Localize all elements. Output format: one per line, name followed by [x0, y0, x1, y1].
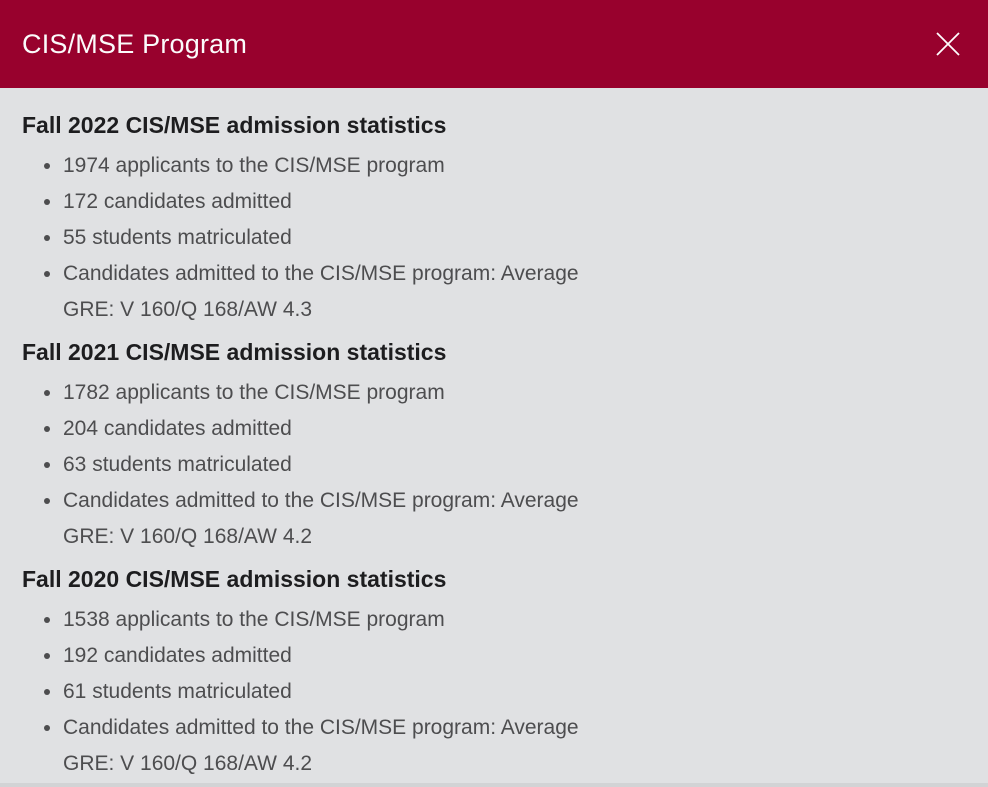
stat-applicants: 1974 applicants to the CIS/MSE program: [63, 148, 966, 184]
section-heading: Fall 2021 CIS/MSE admission statistics: [22, 339, 447, 365]
stat-matriculated: 63 students matriculated: [63, 447, 966, 483]
stat-list: 1782 applicants to the CIS/MSE program 2…: [22, 375, 966, 555]
stat-gre: Candidates admitted to the CIS/MSE progr…: [63, 710, 966, 782]
section-fall-2020: Fall 2020 CIS/MSE admission statistics 1…: [22, 564, 966, 782]
stat-gre: Candidates admitted to the CIS/MSE progr…: [63, 483, 966, 555]
modal-body: Fall 2022 CIS/MSE admission statistics 1…: [0, 88, 988, 787]
section-heading: Fall 2020 CIS/MSE admission statistics: [22, 566, 447, 592]
stat-gre-line2: GRE: V 160/Q 168/AW 4.3: [63, 298, 313, 321]
section-heading: Fall 2022 CIS/MSE admission statistics: [22, 112, 447, 138]
modal-title: CIS/MSE Program: [22, 28, 248, 59]
bottom-edge: [0, 783, 988, 787]
stat-matriculated: 55 students matriculated: [63, 220, 966, 256]
stat-admitted: 204 candidates admitted: [63, 411, 966, 447]
stat-gre-line1: Candidates admitted to the CIS/MSE progr…: [63, 262, 579, 285]
stat-list: 1538 applicants to the CIS/MSE program 1…: [22, 602, 966, 782]
close-icon: [936, 32, 960, 56]
close-button[interactable]: [926, 22, 970, 66]
stat-admitted: 192 candidates admitted: [63, 638, 966, 674]
stat-gre-line1: Candidates admitted to the CIS/MSE progr…: [63, 489, 579, 512]
stat-list: 1974 applicants to the CIS/MSE program 1…: [22, 148, 966, 328]
stat-gre: Candidates admitted to the CIS/MSE progr…: [63, 256, 966, 328]
section-fall-2021: Fall 2021 CIS/MSE admission statistics 1…: [22, 337, 966, 555]
modal-header: CIS/MSE Program: [0, 0, 988, 88]
stat-gre-line2: GRE: V 160/Q 168/AW 4.2: [63, 752, 313, 775]
stat-applicants: 1782 applicants to the CIS/MSE program: [63, 375, 966, 411]
stat-admitted: 172 candidates admitted: [63, 184, 966, 220]
stat-gre-line2: GRE: V 160/Q 168/AW 4.2: [63, 525, 313, 548]
stat-gre-line1: Candidates admitted to the CIS/MSE progr…: [63, 716, 579, 739]
section-fall-2022: Fall 2022 CIS/MSE admission statistics 1…: [22, 110, 966, 328]
stat-matriculated: 61 students matriculated: [63, 674, 966, 710]
stat-applicants: 1538 applicants to the CIS/MSE program: [63, 602, 966, 638]
